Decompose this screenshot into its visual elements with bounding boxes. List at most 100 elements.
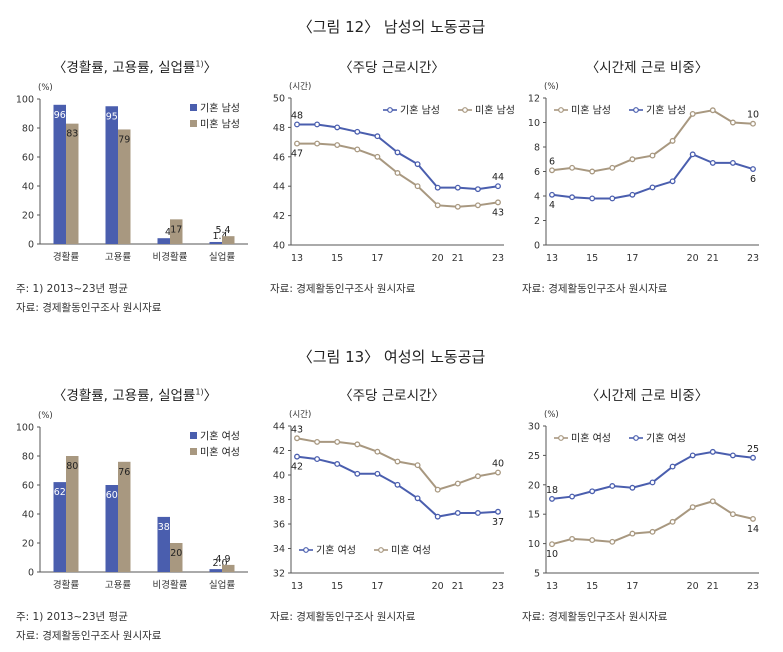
legend-label: 미혼 남성	[571, 104, 611, 117]
data-point	[334, 142, 341, 148]
series-end-label: 44	[492, 172, 504, 183]
bar-data-label: 95	[106, 111, 118, 122]
data-point	[394, 149, 401, 156]
series-end-label: 6	[750, 174, 756, 185]
data-point	[434, 202, 441, 209]
panel-title-female-hours: 〈주당 근로시간〉	[339, 388, 445, 404]
data-point	[669, 518, 676, 525]
x-tick-label: 17	[626, 581, 638, 592]
data-point	[314, 140, 321, 147]
data-point	[629, 156, 636, 163]
data-point	[354, 470, 361, 477]
bar	[118, 129, 131, 244]
series-start-label: 10	[546, 549, 558, 560]
legend-swatch	[190, 432, 197, 439]
chart-female-parttime: 5 10 15 20 25 30 (%) 13 15 17 20 21 23 10 14 18 25 미혼 여성 기…	[528, 410, 759, 592]
data-point	[609, 538, 616, 545]
data-point	[649, 528, 656, 535]
x-tick-label: 21	[452, 253, 464, 264]
x-tick-label: 고용률	[105, 252, 131, 263]
data-point	[709, 448, 716, 455]
y-unit-label: (%)	[544, 410, 559, 420]
y-tick-label: 0	[28, 568, 34, 579]
data-point	[414, 161, 421, 168]
legend-label: 기혼 여성	[316, 544, 356, 557]
panel-title-male-parttime: 〈시간제 근로 비중〉	[585, 60, 709, 76]
x-tick-label: 23	[492, 253, 504, 264]
bar	[170, 219, 183, 244]
y-tick-label: 42	[273, 446, 285, 457]
footnote-male: 주: 1) 2013~23년 평균 자료: 경제활동인구조사 원시자료	[16, 283, 162, 314]
data-point	[569, 535, 576, 542]
x-tick-label: 비경활률	[153, 251, 188, 263]
y-tick-label: 100	[16, 95, 34, 106]
data-point	[549, 541, 555, 548]
panel-title-male-rates: 〈경활률, 고용률, 실업률1)〉	[52, 59, 218, 77]
data-point	[434, 184, 441, 191]
data-point	[414, 495, 421, 502]
data-point	[314, 456, 321, 463]
data-point	[689, 452, 696, 459]
data-point	[649, 152, 656, 159]
y-tick-label: 12	[528, 94, 540, 105]
y-tick-label: 4	[534, 192, 540, 203]
bar-data-label: 79	[118, 134, 130, 145]
legend-label: 기혼 여성	[646, 432, 686, 445]
series-end-label: 37	[492, 517, 504, 528]
bar	[118, 461, 131, 572]
bar-data-label: 4	[165, 227, 171, 238]
bar	[170, 543, 183, 572]
x-tick-label: 13	[546, 581, 558, 592]
y-tick-label: 50	[273, 94, 285, 105]
panel-title-male-hours: 〈주당 근로시간〉	[339, 60, 445, 76]
data-point	[569, 164, 576, 171]
bar	[53, 482, 66, 572]
bar-data-label: 80	[66, 461, 78, 472]
x-tick-label: 13	[291, 581, 303, 592]
data-point	[569, 493, 576, 500]
legend-marker	[633, 435, 639, 441]
legend-label: 기혼 남성	[646, 104, 686, 117]
y-tick-label: 20	[528, 480, 540, 491]
data-point	[549, 191, 555, 198]
series-start-label: 4	[549, 200, 555, 211]
data-point	[609, 195, 616, 202]
y-tick-label: 0	[28, 240, 34, 251]
y-tick-label: 20	[22, 211, 34, 222]
y-tick-label: 2	[534, 216, 540, 227]
legend-swatch	[190, 104, 197, 111]
x-tick-label: 경활률	[53, 251, 79, 263]
bar	[209, 569, 222, 572]
legend-label: 미혼 남성	[475, 104, 515, 117]
bar-data-label: 96	[54, 110, 66, 121]
bar-data-label: 4.9	[215, 554, 230, 565]
data-point	[495, 508, 501, 515]
data-point	[589, 488, 596, 495]
x-tick-label: 13	[546, 253, 558, 264]
chart-male-hours: 40 42 44 46 48 50 (시간) 13 15 17 20 21 23 48 44 47 43 기혼 남…	[273, 81, 515, 264]
data-point	[629, 484, 636, 491]
chart-female-rates: 0 20 40 60 80 100 (%) 경활률 62 80 고용률 60 76 비경활률 38 20 실업률…	[16, 411, 248, 591]
data-point	[354, 146, 361, 153]
data-point	[669, 463, 676, 470]
bar-data-label: 5.4	[215, 225, 230, 236]
legend-swatch	[190, 120, 197, 127]
x-tick-label: 21	[707, 253, 719, 264]
bar	[157, 238, 170, 244]
x-tick-label: 23	[747, 253, 759, 264]
x-tick-label: 20	[687, 253, 699, 264]
legend-marker	[633, 107, 639, 113]
data-point	[689, 151, 696, 158]
x-tick-label: 17	[626, 253, 638, 264]
x-tick-label: 고용률	[105, 580, 131, 591]
y-tick-label: 15	[528, 510, 540, 521]
bar-data-label: 2.0	[212, 558, 227, 569]
y-tick-label: 44	[273, 422, 285, 433]
series-line	[297, 123, 499, 191]
data-point	[750, 120, 756, 127]
data-point	[629, 191, 636, 198]
bar	[105, 106, 118, 244]
source-male-hours: 자료: 경제활동인구조사 원시자료	[270, 283, 416, 295]
data-point	[649, 479, 656, 486]
x-tick-label: 13	[291, 253, 303, 264]
